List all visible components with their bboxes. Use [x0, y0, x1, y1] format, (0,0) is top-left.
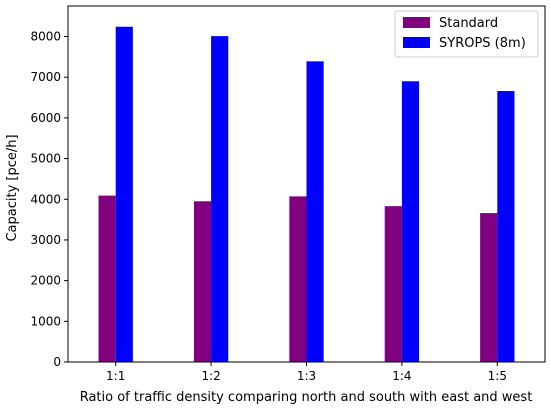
bar-syrops-8m--1-5	[497, 91, 515, 362]
x-tick-label: 1:1	[106, 369, 125, 383]
x-axis: 1:1 1:2 1:3 1:4 1:5	[106, 362, 507, 383]
plot-area	[67, 5, 546, 363]
y-tick-label: 1000	[30, 314, 61, 328]
y-tick-label: 4000	[30, 192, 61, 206]
y-tick-label: 3000	[30, 233, 61, 247]
bar-syrops-8m--1-1	[115, 26, 133, 362]
bar-standard-1-2	[193, 201, 212, 362]
legend-label-0: Standard	[439, 16, 498, 31]
legend: Standard SYROPS (8m)	[394, 10, 539, 58]
y-tick-label: 7000	[30, 70, 61, 84]
bar-standard-1-3	[289, 196, 307, 362]
bar-syrops-8m--1-2	[211, 36, 229, 363]
y-tick-label: 0	[53, 355, 61, 369]
x-tick-label: 1:3	[297, 369, 316, 383]
bar-standard-1-4	[384, 206, 402, 362]
y-tick-label: 6000	[30, 111, 61, 125]
legend-swatch-1	[403, 37, 430, 48]
y-axis-label: Capacity [pce/h]	[5, 134, 20, 241]
bar-standard-1-1	[98, 195, 116, 362]
x-axis-label: Ratio of traffic density comparing north…	[80, 390, 533, 405]
x-tick-label: 1:5	[488, 369, 507, 383]
y-tick-label: 5000	[30, 152, 61, 166]
y-axis: 0 1000 2000 3000 4000 5000 6000 7000 8000	[30, 30, 68, 369]
legend-swatch-0	[403, 17, 430, 28]
x-tick-label: 1:4	[392, 369, 411, 383]
bar-syrops-8m--1-4	[401, 81, 420, 363]
y-tick-label: 8000	[30, 30, 61, 44]
bar-standard-1-5	[480, 213, 498, 362]
legend-label-1: SYROPS (8m)	[439, 36, 526, 51]
x-tick-label: 1:2	[201, 369, 220, 383]
legend-box	[394, 10, 539, 58]
bar-syrops-8m--1-3	[306, 61, 324, 362]
y-tick-label: 2000	[30, 274, 61, 288]
